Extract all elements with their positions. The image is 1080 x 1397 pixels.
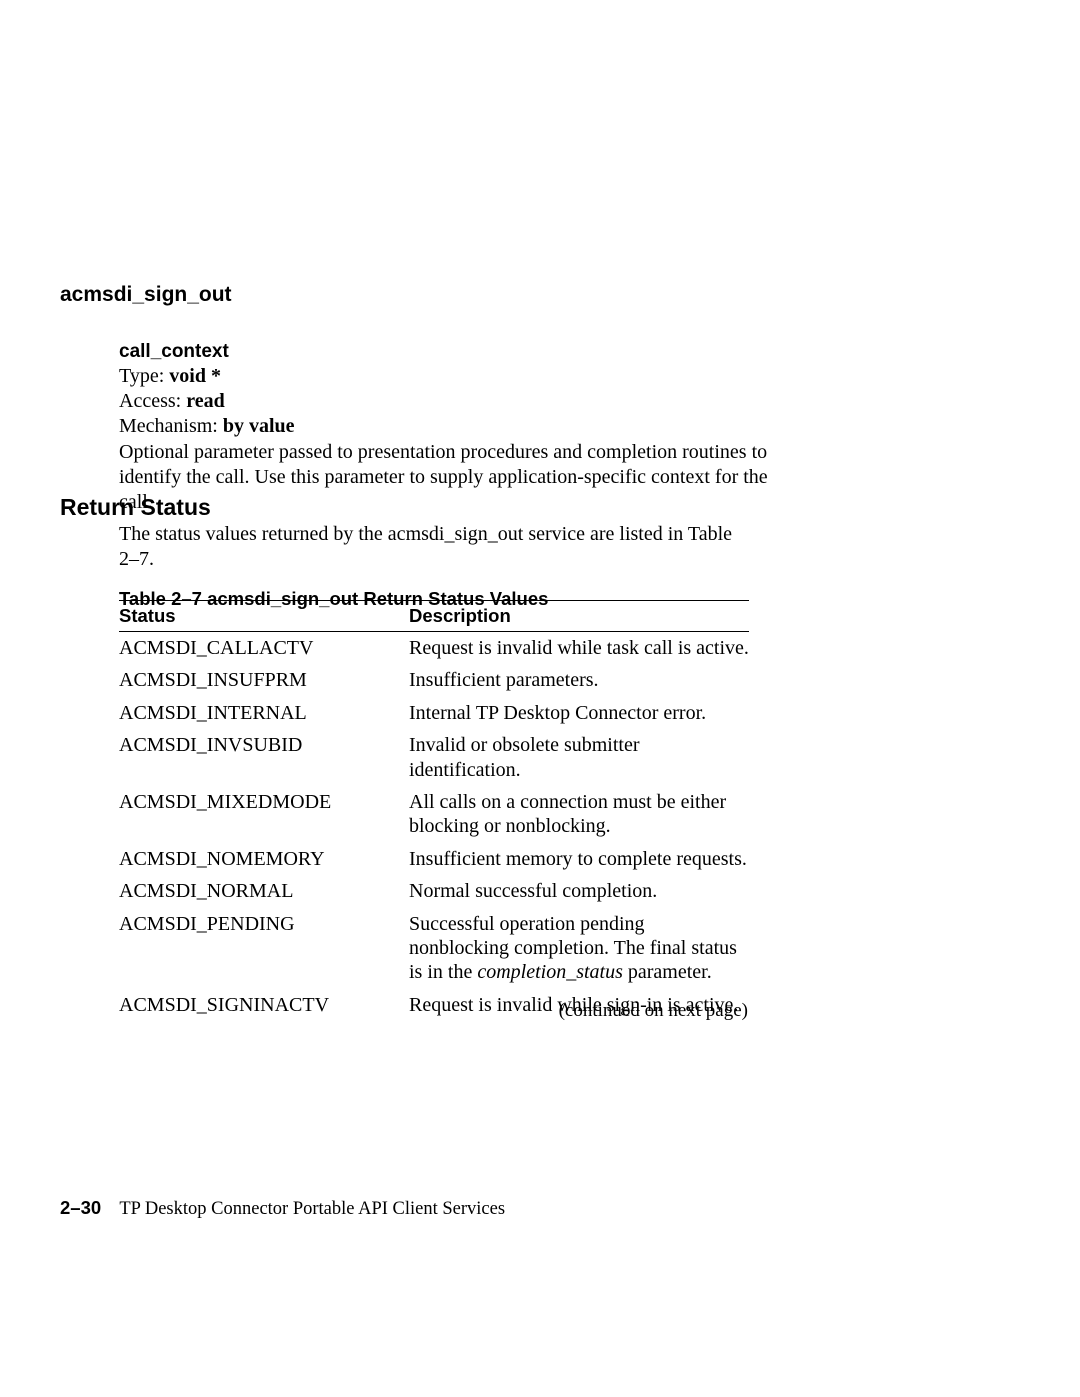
cell-status: ACMSDI_CALLACTV bbox=[119, 632, 409, 665]
param-mech-label: Mechanism: bbox=[119, 415, 218, 437]
cell-status: ACMSDI_PENDING bbox=[119, 908, 409, 989]
page-footer: 2–30 TP Desktop Connector Portable API C… bbox=[60, 1197, 505, 1220]
param-name: call_context bbox=[119, 340, 799, 364]
table-header-row: Status Description bbox=[119, 601, 749, 632]
doc-page: acmsdi_sign_out call_context Type: void … bbox=[0, 0, 1080, 1397]
cell-desc: Successful operation pending nonblocking… bbox=[409, 908, 749, 989]
cell-desc: Internal TP Desktop Connector error. bbox=[409, 697, 749, 729]
table-row: ACMSDI_INTERNAL Internal TP Desktop Conn… bbox=[119, 697, 749, 729]
cell-desc: Insufficient parameters. bbox=[409, 664, 749, 696]
cell-status: ACMSDI_NORMAL bbox=[119, 875, 409, 907]
section-heading: Return Status bbox=[60, 494, 211, 521]
table-row: ACMSDI_NOMEMORY Insufficient memory to c… bbox=[119, 843, 749, 875]
cell-status: ACMSDI_INTERNAL bbox=[119, 697, 409, 729]
param-type-label: Type: bbox=[119, 365, 164, 387]
param-description: Optional parameter passed to presentatio… bbox=[119, 440, 799, 516]
param-access-value: read bbox=[186, 390, 225, 412]
cell-status: ACMSDI_SIGNINACTV bbox=[119, 989, 409, 1021]
footer-page-number: 2–30 bbox=[60, 1197, 101, 1218]
table-row: ACMSDI_MIXEDMODE All calls on a connecti… bbox=[119, 786, 749, 843]
cell-status: ACMSDI_INVSUBID bbox=[119, 729, 409, 786]
parameter-block: call_context Type: void * Access: read M… bbox=[119, 340, 799, 515]
cell-status: ACMSDI_MIXEDMODE bbox=[119, 786, 409, 843]
cell-status: ACMSDI_INSUFPRM bbox=[119, 664, 409, 696]
footer-title: TP Desktop Connector Portable API Client… bbox=[119, 1199, 505, 1219]
col-header-description: Description bbox=[409, 601, 749, 632]
table-row: ACMSDI_INSUFPRM Insufficient parameters. bbox=[119, 664, 749, 696]
continued-note: (continued on next page) bbox=[559, 1000, 748, 1022]
status-table: Status Description ACMSDI_CALLACTV Reque… bbox=[119, 600, 749, 1021]
param-mech-value: by value bbox=[223, 415, 295, 437]
table-row: ACMSDI_INVSUBID Invalid or obsolete subm… bbox=[119, 729, 749, 786]
page-title: acmsdi_sign_out bbox=[60, 283, 232, 307]
param-type-line: Type: void * bbox=[119, 364, 799, 389]
cell-status: ACMSDI_NOMEMORY bbox=[119, 843, 409, 875]
cell-desc: Invalid or obsolete submitter identifica… bbox=[409, 729, 749, 786]
table-row: ACMSDI_NORMAL Normal successful completi… bbox=[119, 875, 749, 907]
param-type-value: void * bbox=[169, 365, 221, 387]
param-mech-line: Mechanism: by value bbox=[119, 414, 799, 439]
desc-part: parameter. bbox=[623, 961, 712, 983]
param-access-label: Access: bbox=[119, 390, 181, 412]
desc-italic: completion_status bbox=[477, 961, 623, 983]
col-header-status: Status bbox=[119, 601, 409, 632]
return-intro-text: The status values returned by the acmsdi… bbox=[119, 522, 749, 572]
table-row: ACMSDI_PENDING Successful operation pend… bbox=[119, 908, 749, 989]
table-row: ACMSDI_CALLACTV Request is invalid while… bbox=[119, 632, 749, 665]
param-access-line: Access: read bbox=[119, 389, 799, 414]
cell-desc: Insufficient memory to complete requests… bbox=[409, 843, 749, 875]
cell-desc: Normal successful completion. bbox=[409, 875, 749, 907]
cell-desc: Request is invalid while task call is ac… bbox=[409, 632, 749, 665]
cell-desc: All calls on a connection must be either… bbox=[409, 786, 749, 843]
